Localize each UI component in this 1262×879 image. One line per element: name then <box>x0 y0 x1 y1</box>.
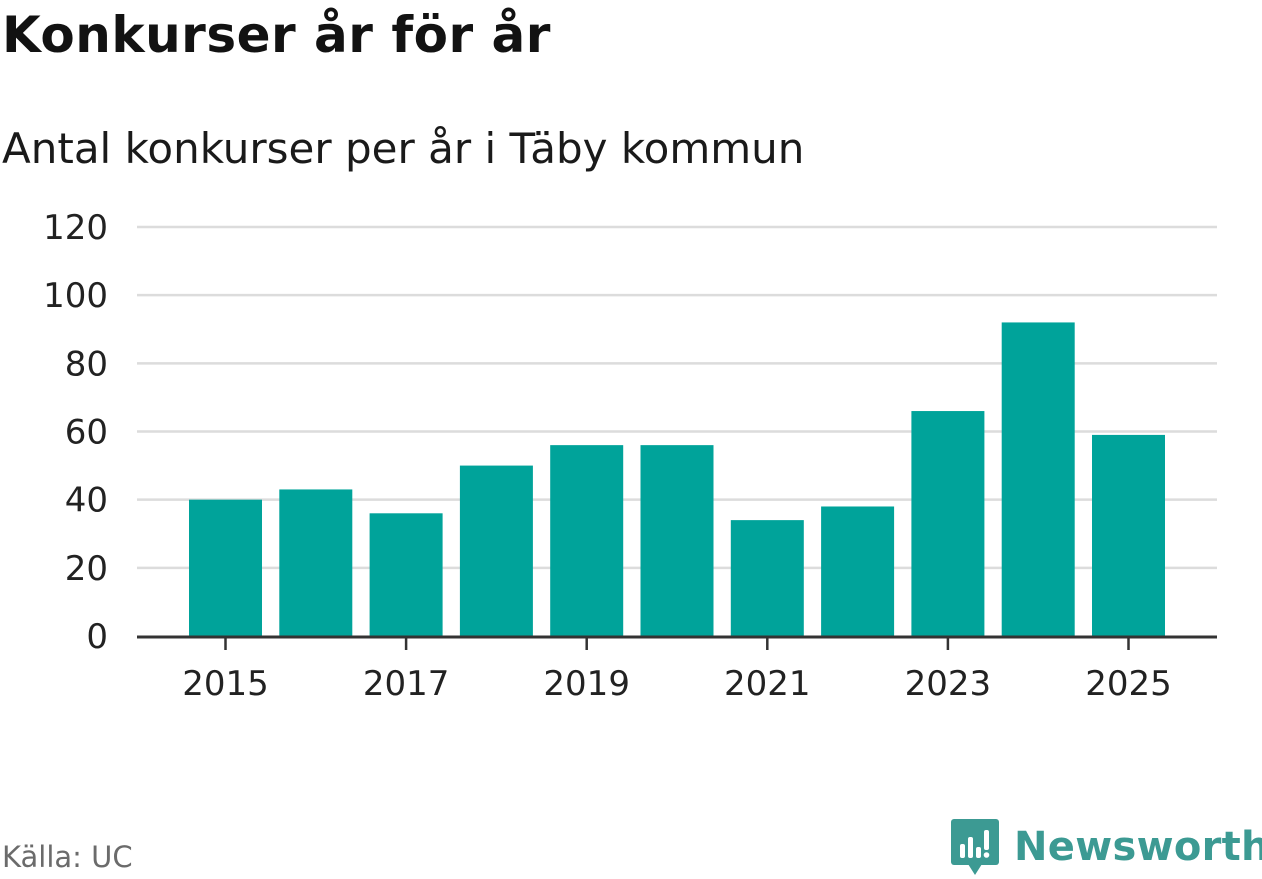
bar-chart: 0 20 40 60 80 100 120 2015 2017 2019 2021 2023 2025 <box>43 208 1217 704</box>
y-tick-label: 0 <box>86 617 108 657</box>
x-tick-label: 2025 <box>1085 664 1172 704</box>
brand-logo: Newsworthy <box>950 818 1262 876</box>
chart-subtitle: Antal konkurser per år i Täby kommun <box>2 124 805 173</box>
bar <box>730 520 804 636</box>
x-tick-label: 2017 <box>363 664 450 704</box>
y-tick-label: 60 <box>65 413 108 453</box>
x-tick-label: 2015 <box>182 664 269 704</box>
y-tick-label: 120 <box>43 208 108 248</box>
newsworthy-logo-icon <box>951 819 999 875</box>
bar <box>911 411 985 636</box>
x-tick-label: 2023 <box>905 664 992 704</box>
y-tick-label: 20 <box>65 549 108 589</box>
x-tick-label: 2019 <box>543 664 630 704</box>
brand-name: Newsworthy <box>1014 824 1262 870</box>
bar <box>1092 434 1165 636</box>
bar <box>369 513 443 636</box>
bar <box>821 506 895 636</box>
source-note: Källa: UC <box>2 840 133 874</box>
bar <box>279 489 353 636</box>
bar <box>189 499 262 636</box>
y-tick-label: 100 <box>43 276 108 316</box>
y-tick-label: 80 <box>65 344 108 384</box>
x-tick-label: 2021 <box>724 664 811 704</box>
bar <box>550 445 624 636</box>
bar <box>459 465 533 636</box>
y-tick-label: 40 <box>65 481 108 521</box>
bar <box>1001 322 1075 636</box>
bar <box>640 445 714 636</box>
chart-title: Konkurser år för år <box>2 6 551 64</box>
